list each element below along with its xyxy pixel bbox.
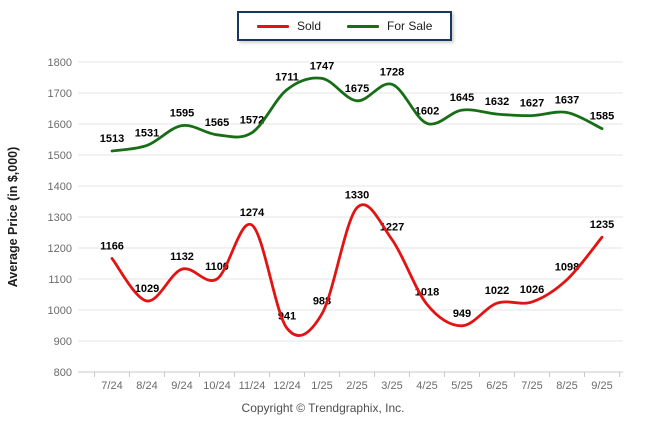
for-sale-data-label: 1627: [520, 98, 544, 110]
y-tick-label: 1000: [48, 305, 72, 317]
for-sale-data-label: 1675: [345, 83, 369, 95]
x-tick-label: 3/25: [381, 380, 402, 392]
for-sale-series-line: [110, 76, 604, 153]
y-tick-label: 1400: [48, 181, 72, 193]
x-tick-label: 4/25: [416, 380, 437, 392]
x-tick-label: 10/24: [203, 380, 231, 392]
y-tick-label: 800: [54, 367, 72, 379]
for-sale-data-label: 1602: [415, 105, 439, 117]
copyright-text: Copyright © Trendgraphix, Inc.: [241, 401, 405, 415]
chart-legend: Sold For Sale: [237, 11, 453, 41]
sold-data-label: 949: [453, 308, 471, 320]
x-tick-label: 11/24: [239, 380, 266, 392]
x-tick-label: 1/25: [311, 380, 332, 392]
x-tick-label: 12/24: [273, 380, 301, 392]
y-tick-label: 1200: [48, 243, 72, 255]
sold-series-line: [110, 203, 604, 337]
sold-data-label: 1026: [520, 284, 544, 296]
legend-item-for-sale: For Sale: [347, 19, 432, 33]
legend-label: Sold: [297, 19, 322, 33]
for-sale-line-swatch-icon: [347, 24, 380, 28]
x-tick-label: 6/25: [486, 380, 507, 392]
for-sale-data-label: 1728: [380, 66, 404, 78]
sold-data-label: 1132: [170, 251, 194, 263]
sold-data-label: 1022: [485, 285, 509, 297]
legend-label: For Sale: [387, 19, 433, 33]
for-sale-data-label: 1711: [275, 72, 299, 84]
sold-line-swatch-icon: [257, 24, 289, 28]
y-tick-label: 1800: [48, 57, 72, 69]
y-tick-label: 1300: [48, 212, 72, 224]
y-tick-label: 1700: [48, 88, 72, 100]
for-sale-data-label: 1632: [485, 96, 509, 108]
sold-data-label: 1330: [345, 190, 369, 202]
for-sale-data-label: 1747: [310, 60, 334, 72]
x-tick-label: 5/25: [451, 380, 472, 392]
for-sale-data-label: 1645: [450, 92, 474, 104]
y-tick-label: 1600: [48, 119, 72, 131]
y-tick-label: 900: [54, 336, 72, 348]
for-sale-data-label: 1572: [240, 115, 264, 127]
x-tick-label: 7/25: [521, 380, 542, 392]
sold-data-label: 1029: [135, 283, 159, 295]
sold-data-label: 1166: [100, 241, 124, 253]
x-tick-label: 9/24: [171, 380, 192, 392]
for-sale-data-label: 1513: [100, 133, 124, 145]
sold-data-label: 1274: [240, 207, 265, 219]
x-tick-label: 9/25: [591, 380, 612, 392]
for-sale-data-label: 1531: [135, 127, 159, 139]
x-tick-label: 8/24: [136, 380, 157, 392]
y-tick-label: 1500: [48, 150, 72, 162]
for-sale-data-label: 1585: [590, 111, 614, 123]
x-tick-label: 7/24: [101, 380, 122, 392]
for-sale-data-label: 1565: [205, 117, 229, 129]
y-tick-label: 1100: [48, 274, 72, 286]
for-sale-data-label: 1595: [170, 108, 194, 120]
sold-data-label: 1235: [590, 219, 614, 231]
legend-item-sold: Sold: [257, 19, 321, 33]
for-sale-data-label: 1637: [555, 95, 579, 107]
x-tick-label: 2/25: [346, 380, 367, 392]
sold-data-label: 1098: [555, 262, 579, 274]
x-tick-label: 8/25: [556, 380, 577, 392]
